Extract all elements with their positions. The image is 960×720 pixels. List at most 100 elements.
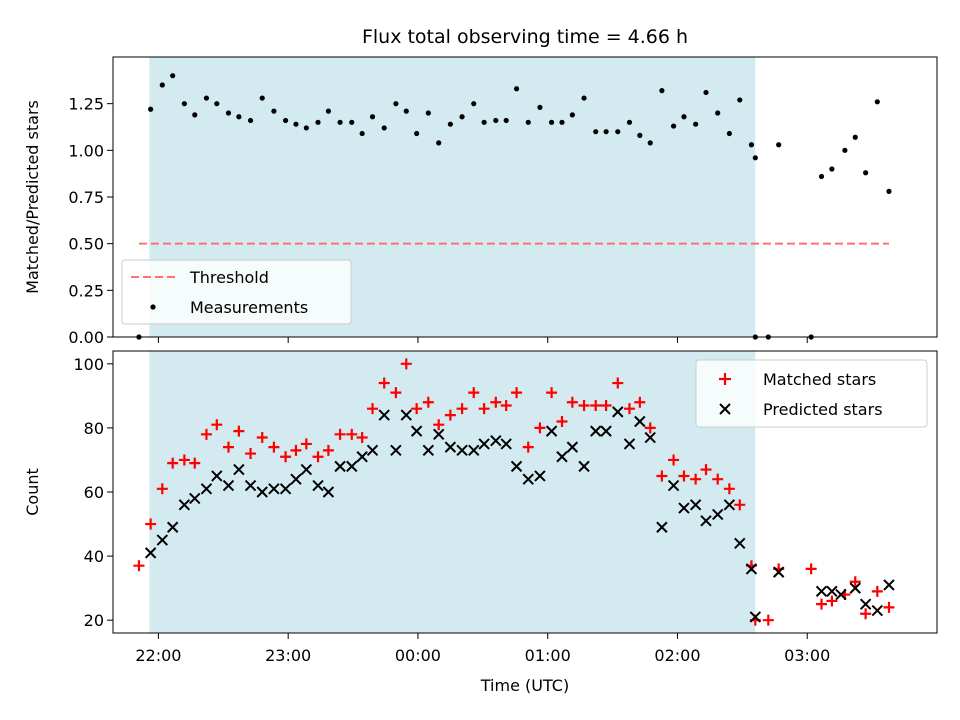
predicted-star-point [222,479,235,492]
measurement-point [203,95,210,101]
matched-star-point [578,399,590,411]
measurement-point [159,82,165,88]
measurement-point [271,108,277,114]
matched-star-point [871,585,883,597]
y-tick-label: 100 [73,355,104,374]
predicted-star-point [700,515,712,527]
ratio-axes-frame [112,56,938,338]
ratio-y-ticks: 0.00 0.25 0.50 0.75 1.00 1.25 [68,95,113,347]
predicted-star-point [166,521,179,533]
predicted-star-point [723,499,736,511]
matched-star-point [456,403,468,415]
matched-star-point [490,396,502,408]
legend-threshold-label: Threshold [189,268,269,287]
measurement-point [303,125,309,131]
measurement-point [315,119,321,125]
measurement-point [459,114,465,120]
measurement-point [282,117,289,124]
measurement-point [403,108,409,114]
predicted-star-point [590,425,602,437]
measurement-point [181,101,187,107]
x-tick-label: 03:00 [784,646,830,665]
y-tick-label: 40 [84,547,104,566]
predicted-star-point [444,441,457,453]
predicted-star-point [734,537,746,549]
matched-star-point [500,399,512,411]
predicted-star-point [366,444,379,457]
measurement-point [471,101,477,107]
observing-window-band [149,351,756,633]
measurement-points [136,73,892,340]
matched-star-point [634,396,646,408]
ratio-legend: Threshold Measurements [121,259,352,325]
measurement-point [236,114,242,120]
x-tick-label: 00:00 [395,646,441,665]
legend-matched-swatch [719,373,731,385]
measurement-point [513,86,520,92]
x-tick-label: 23:00 [265,646,311,665]
measurement-point [259,95,265,101]
matched-star-point [712,473,724,485]
measurement-point [247,117,254,124]
predicted-star-point [456,444,468,457]
matched-star-point [700,464,712,476]
predicted-star-point [745,563,758,575]
measurement-point [359,130,365,137]
predicted-star-point [772,566,785,578]
predicted-star-point [600,425,612,437]
chart-title: Flux total observing time = 4.66 h [362,26,688,48]
matched-star-point [322,444,334,456]
measurement-point [874,99,880,105]
y-tick-label: 80 [84,419,104,438]
matched-star-point [280,451,292,463]
predicted-star-point [510,460,523,473]
predicted-star-point [189,492,201,505]
predicted-star-point [178,499,191,511]
y-tick-label: 0.75 [68,188,104,207]
matched-star-point [233,425,245,437]
measurement-point [647,140,653,146]
ratio-legend-box [121,259,352,325]
x-tick-label: 02:00 [654,646,700,665]
matched-star-point [762,614,774,626]
matched-star-point [133,560,145,572]
time-x-ticks: 22:00 23:00 00:00 01:00 02:00 03:00 [135,633,830,665]
predicted-star-point [432,428,445,441]
matched-star-point [805,563,817,575]
count-y-axis-label: Count [23,468,42,516]
measurement-point [170,73,176,79]
measurement-point [447,121,453,127]
measurement-point [737,97,743,103]
matched-star-point [546,387,558,399]
matched-star-point [312,451,324,463]
y-tick-label: 0.00 [68,328,104,347]
y-tick-label: 1.25 [68,95,104,114]
matched-star-point [167,457,179,469]
counts-panel: 20 40 60 80 100 22:00 23:00 00:00 01:00 02:00 03:… [23,350,938,695]
matched-star-point [200,428,212,440]
measurement-point [192,112,198,118]
measurement-point [829,166,835,172]
measurement-point [225,110,232,116]
matched-star-point [860,608,872,620]
matched-star-point [478,403,490,415]
predicted-star-point [644,431,656,444]
matched-star-point [468,387,480,399]
matched-star-point [612,377,624,389]
matched-star-point [268,441,280,453]
predicted-star-point [500,438,512,450]
matched-star-point [211,419,223,431]
measurement-point [369,114,376,120]
matched-star-point [290,444,302,456]
predicted-star-point [144,547,157,559]
y-tick-label: 60 [84,483,104,502]
legend-measurements-swatch [150,304,156,310]
matched-star-point [300,438,312,450]
measurement-point [214,101,220,107]
matched-star-point [644,422,656,434]
matched-star-point [534,422,546,434]
matched-star-point [556,416,568,427]
predicted-star-point [566,441,579,453]
predicted-star-point [322,486,335,498]
